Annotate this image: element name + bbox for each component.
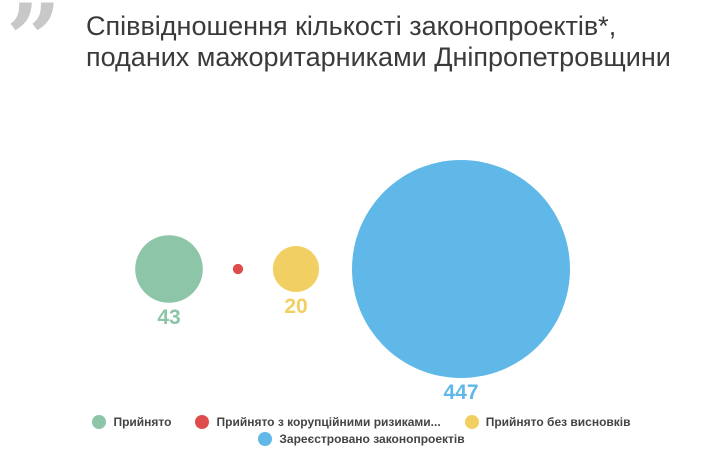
legend-swatch-accepted [92,415,107,429]
legend-item-accepted[interactable]: Прийнято [92,415,171,429]
legend-swatch-corruption-risk [195,415,210,429]
quote-icon: ” [6,0,62,96]
legend-item-corruption-risk[interactable]: Прийнято з корупційними ризиками... [195,415,441,429]
bubble-accepted[interactable] [135,235,203,303]
chart-title: Співвідношення кількості законопроектів*… [86,11,671,72]
bubble-corruption-risk[interactable] [232,263,244,275]
legend-item-no-conclusions[interactable]: Прийнято без висновків [464,415,631,429]
legend-label-accepted: Прийнято [113,415,172,429]
bubble-value-label-no-conclusions: 20 [284,295,307,318]
legend-label-registered: Зареєстровано законопроектів [279,432,465,446]
bubble-value-label-accepted: 43 [157,306,180,329]
legend-item-registered[interactable]: Зареєстровано законопроектів [258,432,465,446]
legend-swatch-registered [258,432,273,446]
legend-label-corruption-risk: Прийнято з корупційними ризиками... [216,415,441,429]
legend-row-1: Прийнято Прийнято з корупційними ризикам… [0,415,723,429]
legend-row-2: Зареєстровано законопроектів [0,432,723,446]
bubble-registered[interactable] [352,160,570,378]
legend-swatch-no-conclusions [464,415,479,429]
bubble-no-conclusions[interactable] [272,245,320,293]
bubble-value-label-registered: 447 [443,381,478,404]
legend-label-no-conclusions: Прийнято без висновків [485,415,631,429]
